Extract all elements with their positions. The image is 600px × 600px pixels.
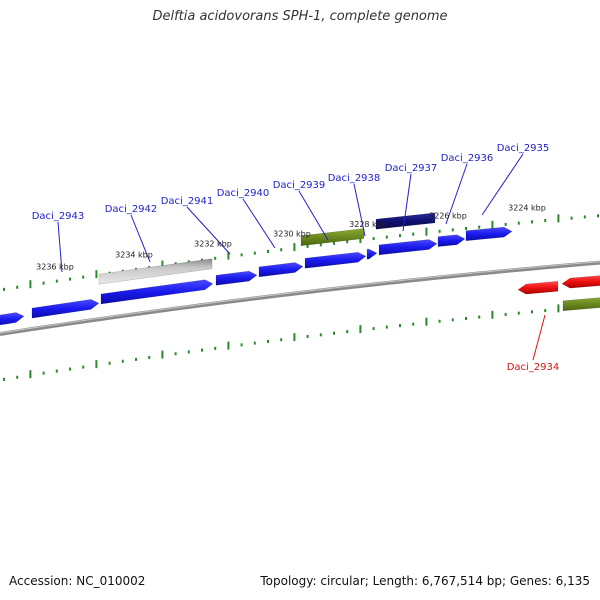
gene-arrow-blue [31,299,100,319]
label-leader [402,173,412,232]
genome-summary-text: Topology: circular; Length: 6,767,514 bp… [260,574,590,588]
gene-block-gray [98,258,213,285]
label-leader [298,190,329,241]
gene-label: Daci_2939 [273,180,326,191]
scale-label: 3236 kbp [36,262,74,271]
label-leader [481,153,524,216]
gene-arrow-blue [437,234,466,247]
gene-arrow-blue [378,239,438,256]
label-leader [57,221,63,273]
gene-arrow-blue [366,248,378,260]
gene-arrow-blue [100,279,214,305]
gene-label: Daci_2941 [161,196,214,207]
gene-arrow-blue [465,226,513,242]
scale-ticks [3,214,599,381]
label-leader [186,206,231,255]
gene-arrow-blue [0,312,25,326]
gene-arrow-red [517,280,559,295]
label-leader [445,163,468,225]
backbone-line [0,260,600,336]
gene-label: Daci_2943 [32,211,85,222]
map-title: Delftia acidovorans SPH-1, complete geno… [152,9,448,24]
gene-features [0,212,600,326]
gene-block-navy [375,212,436,230]
scale-label: 3232 kbp [194,240,232,249]
gene-label: Daci_2938 [328,173,381,184]
scale-label: 3224 kbp [508,203,546,212]
gene-block-olive [300,228,365,247]
label-leader [532,314,546,361]
label-leader [353,183,366,237]
backbone-highlight [0,261,600,334]
gene-arrow-red [561,275,600,289]
accession-text: Accession: NC_010002 [9,574,146,588]
scale-label: 3228 kbp [349,220,387,229]
gene-label: Daci_2937 [385,163,438,174]
gene-labels: 3236 kbp 3234 kbp 3232 kbp 3230 kbp 3228 kbp… [32,143,560,373]
gene-label: Daci_2935 [497,143,550,154]
gene-block-olive [562,297,600,312]
gene-label: Daci_2940 [217,188,270,199]
gene-arrow-blue [258,262,304,278]
label-leader-lines [57,153,546,361]
gene-label: Daci_2934 [507,362,560,373]
gene-label: Daci_2942 [105,204,158,215]
gene-arrow-blue [304,251,367,269]
scale-label: 3234 kbp [115,251,153,260]
scale-label: 3230 kbp [273,229,311,238]
gene-arrow-blue [215,270,258,286]
scale-label: 3226 kbp [429,211,467,220]
gene-label: Daci_2936 [441,153,494,164]
label-leader [242,198,276,249]
label-leader [130,214,151,263]
genome-backbone [0,260,600,336]
